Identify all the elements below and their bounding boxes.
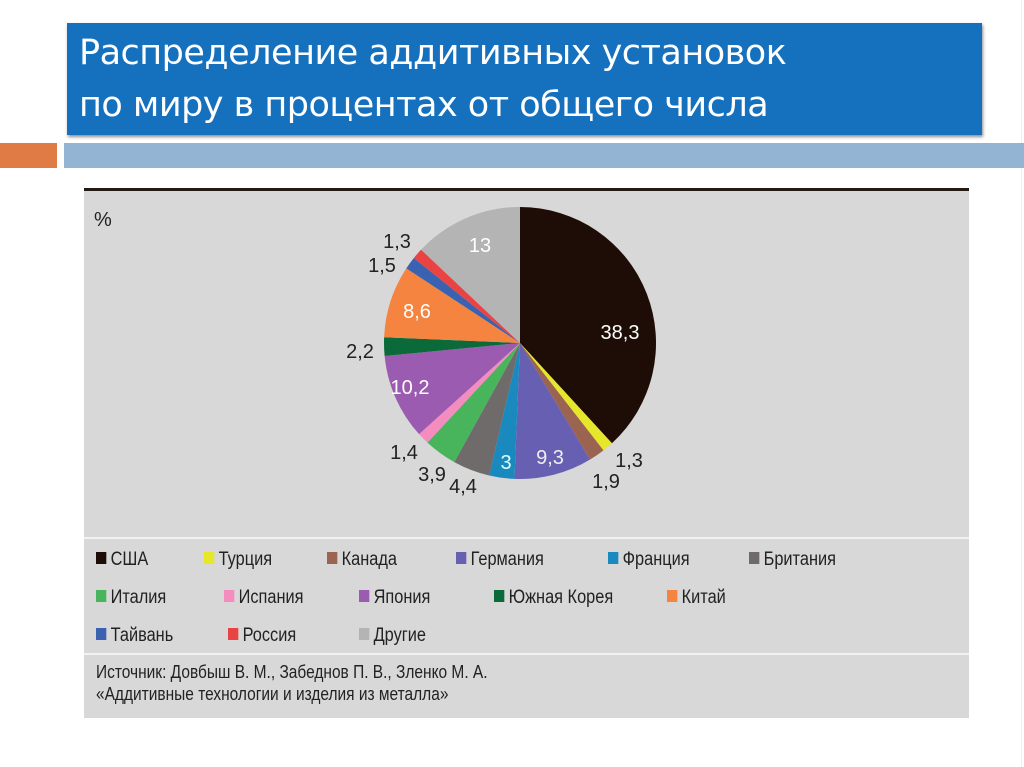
pie-value-label: 10,2 [391, 377, 430, 399]
legend-item: Британия [749, 549, 836, 571]
legend-swatch-icon [228, 628, 239, 640]
legend-label: Италия [110, 587, 167, 608]
legend-swatch-icon [608, 552, 619, 564]
pie-slice-6 [427, 343, 520, 463]
legend-swatch-icon [327, 552, 338, 564]
pie-value-label: 8,6 [403, 301, 431, 323]
legend-swatch-icon [96, 552, 107, 564]
legend-label: Россия [242, 625, 297, 646]
legend-item: Россия [228, 625, 296, 647]
slide-edge [1021, 0, 1022, 767]
legend-swatch-icon [204, 552, 215, 564]
legend-item: США [96, 549, 148, 571]
legend-swatch-icon [359, 590, 370, 602]
pie-chart: 38,31,31,99,334,43,91,410,22,28,61,51,3 1… [346, 207, 657, 498]
pie-slice-9 [383, 337, 520, 356]
pie-value-label: 4,4 [449, 476, 477, 498]
pie-value-label: 9,3 [536, 447, 564, 469]
pie-slice-10 [384, 268, 520, 343]
pie-value-label: 1,4 [390, 442, 418, 464]
legend-label: Испания [238, 587, 304, 608]
pie-slice-5 [454, 343, 520, 476]
legend-swatch-icon [224, 590, 235, 602]
source-citation: Источник: Довбыш В. М., Забеднов П. В., … [96, 661, 488, 705]
pie-value-label: 1,5 [368, 255, 396, 277]
legend-label: Китай [681, 587, 726, 608]
legend-label: США [110, 549, 149, 570]
legend-item: Китай [667, 587, 726, 609]
pie-slice-2 [520, 343, 604, 460]
legend-item: Франция [608, 549, 690, 571]
pie-value-label: 13 [469, 235, 491, 257]
legend-label: Британия [763, 549, 836, 570]
pie-slice-12 [413, 249, 520, 343]
legend-label: Тайвань [110, 625, 174, 646]
pie-value-label: 2,2 [346, 341, 374, 363]
unit-label: % [94, 209, 112, 231]
legend-item: Испания [224, 587, 303, 609]
legend-item: Южная Корея [494, 587, 613, 609]
pie-value-label: 1,3 [615, 450, 643, 472]
chart-legend: США Турция Канада Германия Франция Британия Ит… [84, 537, 969, 655]
chart-figure: % 38,3 1,3 1,9 9,3 3 4,4 3,9 1,4 10,2 2,2 8,6 1,5 1,… [84, 188, 969, 718]
legend-label: Канада [341, 549, 397, 570]
accent-bar-blue [64, 143, 1024, 168]
slide-title-line-2: по миру в процентах от общего числа [79, 85, 769, 125]
pie-slice-8 [384, 343, 520, 435]
legend-item: Италия [96, 587, 166, 609]
legend-label: Другие [373, 625, 426, 646]
accent-bar-orange [0, 143, 57, 168]
legend-swatch-icon [359, 628, 370, 640]
pie-value-label: 38,3 [601, 322, 640, 344]
pie-value-label: 3,9 [418, 464, 446, 486]
legend-label: Турция [218, 549, 273, 570]
legend-swatch-icon [667, 590, 678, 602]
slide-title-line-1: Распределение аддитивных установок [79, 33, 787, 73]
legend-label: Германия [470, 549, 544, 570]
pie-slice-3 [514, 343, 591, 480]
legend-item: Тайвань [96, 625, 173, 647]
pie-value-label: 1,9 [592, 471, 620, 493]
legend-swatch-icon [96, 590, 107, 602]
source-line-2: «Аддитивные технологии и изделия из мета… [96, 684, 449, 704]
legend-item: Турция [204, 549, 272, 571]
legend-item: Другие [359, 625, 426, 647]
pie-slice-11 [406, 258, 520, 343]
slide-title: Распределение аддитивных установок по ми… [67, 23, 982, 135]
legend-swatch-icon [456, 552, 467, 564]
pie-slice-4 [489, 343, 520, 479]
legend-swatch-icon [96, 628, 107, 640]
legend-label: Южная Корея [508, 587, 614, 608]
legend-label: Франция [622, 549, 690, 570]
source-line-1: Источник: Довбыш В. М., Забеднов П. В., … [96, 662, 488, 682]
legend-item: Япония [359, 587, 430, 609]
legend-item: Канада [327, 549, 397, 571]
pie-value-label: 3 [500, 452, 511, 474]
pie-slice-13 [421, 207, 520, 343]
pie-slice-1 [520, 343, 612, 451]
pie-slice-7 [419, 343, 520, 443]
legend-label: Япония [373, 587, 431, 608]
legend-swatch-icon [749, 552, 760, 564]
legend-swatch-icon [494, 590, 505, 602]
pie-value-label: 1,3 [383, 231, 411, 253]
legend-item: Германия [456, 549, 544, 571]
pie-slice-0 [520, 207, 657, 444]
